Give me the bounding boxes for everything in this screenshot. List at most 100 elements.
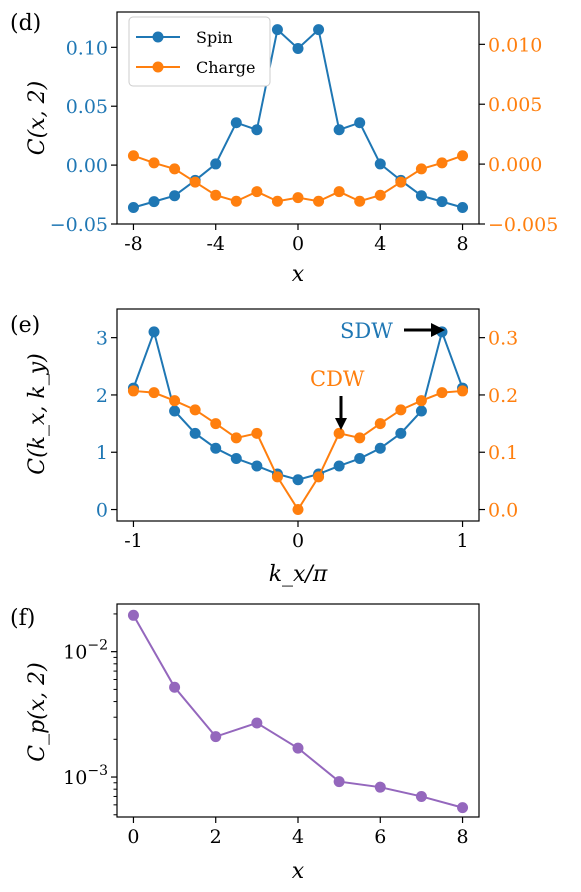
series-pairing-point bbox=[415, 790, 427, 802]
series-spin-point bbox=[127, 202, 139, 214]
series-charge-point bbox=[313, 471, 325, 483]
y-tick-label: 10−3 bbox=[63, 763, 108, 789]
series-spin-point bbox=[395, 427, 407, 439]
series-pairing-point bbox=[457, 802, 469, 814]
sdw-annotation: SDW bbox=[340, 319, 393, 343]
series-spin-point bbox=[148, 196, 160, 208]
series-charge-point bbox=[230, 432, 242, 444]
legend-box bbox=[128, 16, 271, 87]
y-tick-label-right: 0.005 bbox=[488, 94, 542, 116]
series-charge-point bbox=[127, 150, 139, 162]
series-pairing-line bbox=[132, 614, 463, 809]
panel-f-ylabel: C_p(x, 2) bbox=[25, 662, 50, 761]
series-spin-point bbox=[415, 190, 427, 202]
series-charge-point bbox=[333, 427, 345, 439]
y-tick-label-left: 2 bbox=[96, 385, 108, 407]
panel-label-d: (d) bbox=[10, 11, 41, 36]
series-pairing-point bbox=[127, 609, 139, 621]
series-spin-point bbox=[333, 124, 345, 136]
y-tick-label-right: −0.005 bbox=[488, 214, 558, 236]
series-pairing-point bbox=[374, 781, 386, 793]
y-tick-label-left: 0.05 bbox=[66, 96, 108, 118]
series-charge-point bbox=[354, 432, 366, 444]
panel-d-ylabel: C(x, 2) bbox=[25, 81, 50, 155]
series-pairing-point bbox=[210, 731, 222, 743]
series-charge-point bbox=[251, 427, 263, 439]
series-spin-point bbox=[354, 117, 366, 129]
y-tick-label-left: 3 bbox=[96, 328, 108, 350]
series-charge-point bbox=[210, 418, 222, 430]
series-spin-point bbox=[374, 442, 386, 454]
series-charge-point bbox=[210, 189, 222, 201]
series-pairing-point bbox=[292, 742, 304, 754]
panel-e: (e) C(k_x, k_y) k_x/π -1 0 1 0 1 2 3 0.0 0.1 0.2 0… bbox=[10, 308, 518, 587]
series-charge-point bbox=[292, 192, 304, 204]
x-tick-label: 8 bbox=[456, 826, 468, 848]
series-spin-point bbox=[292, 43, 304, 55]
x-tick-label: 2 bbox=[210, 826, 222, 848]
series-charge-point bbox=[230, 195, 242, 207]
series-pairing-point bbox=[333, 776, 345, 788]
y-tick-label-left: 0 bbox=[96, 500, 108, 522]
series-charge-point bbox=[148, 157, 160, 169]
x-tick-label: 4 bbox=[292, 826, 304, 848]
cdw-annotation: CDW bbox=[310, 367, 365, 391]
y-tick-label-left: 1 bbox=[96, 442, 108, 464]
y-tick-label-right: 0.000 bbox=[488, 154, 542, 176]
panel-label-e: (e) bbox=[10, 313, 40, 338]
series-charge-point bbox=[333, 186, 345, 198]
series-spin-point bbox=[436, 196, 448, 208]
y-tick-label: 10−2 bbox=[63, 638, 108, 664]
x-tick-label: 0 bbox=[292, 530, 304, 552]
x-tick-label: 6 bbox=[374, 826, 386, 848]
series-charge-point bbox=[395, 404, 407, 416]
series-spin-point bbox=[313, 24, 325, 36]
series-charge-point bbox=[415, 163, 427, 175]
legend-charge-label: Charge bbox=[196, 58, 255, 77]
series-spin-point bbox=[251, 124, 263, 136]
axes-frame bbox=[116, 603, 480, 818]
legend-charge-marker bbox=[152, 61, 164, 73]
panel-d-xlabel: x bbox=[292, 262, 305, 287]
panel-e-xlabel: k_x/π bbox=[269, 562, 328, 587]
x-tick-label: -1 bbox=[124, 530, 143, 552]
panel-e-plot: -1 0 1 0 1 2 3 0.0 0.1 0.2 0.3 bbox=[96, 308, 518, 552]
series-spin-point bbox=[457, 202, 469, 214]
series-spin-point bbox=[374, 158, 386, 170]
series-charge-point bbox=[436, 157, 448, 169]
series-charge-point bbox=[292, 504, 304, 516]
y-tick-label-right: 0.3 bbox=[488, 328, 518, 350]
cdw-arrow bbox=[335, 396, 347, 430]
series-spin-line bbox=[132, 328, 464, 481]
series-charge-point bbox=[395, 176, 407, 188]
series-spin-point bbox=[230, 117, 242, 129]
series-charge-point bbox=[415, 395, 427, 407]
series-spin-point bbox=[354, 453, 366, 465]
series-charge-point bbox=[169, 395, 181, 407]
x-tick-label: 4 bbox=[374, 233, 386, 255]
series-spin-point bbox=[230, 453, 242, 465]
y-tick-label-right: 0.010 bbox=[488, 34, 542, 56]
y-tick-label-left: 0.10 bbox=[66, 37, 108, 59]
series-charge-point bbox=[189, 176, 201, 188]
series-spin-point bbox=[292, 474, 304, 486]
panel-f: (f) C_p(x, 2) x 0 2 4 6 8 10−3 10−2 bbox=[10, 603, 480, 884]
panel-f-xlabel: x bbox=[292, 859, 305, 884]
series-charge-point bbox=[271, 195, 283, 207]
series-charge-point bbox=[127, 385, 139, 397]
series-charge-point bbox=[374, 418, 386, 430]
series-charge-point bbox=[271, 471, 283, 483]
series-pairing-point bbox=[251, 717, 263, 729]
legend-spin-label: Spin bbox=[196, 28, 233, 47]
series-spin-point bbox=[271, 24, 283, 36]
series-charge-point bbox=[189, 404, 201, 416]
series-pairing-point bbox=[169, 681, 181, 693]
x-tick-label: 1 bbox=[456, 530, 468, 552]
series-spin-point bbox=[169, 405, 181, 417]
x-tick-label: -4 bbox=[206, 233, 225, 255]
sdw-arrow bbox=[404, 323, 445, 337]
y-tick-label-right: 0.0 bbox=[488, 500, 518, 522]
series-charge-point bbox=[354, 195, 366, 207]
series-spin-point bbox=[210, 158, 222, 170]
series-spin-point bbox=[169, 190, 181, 202]
